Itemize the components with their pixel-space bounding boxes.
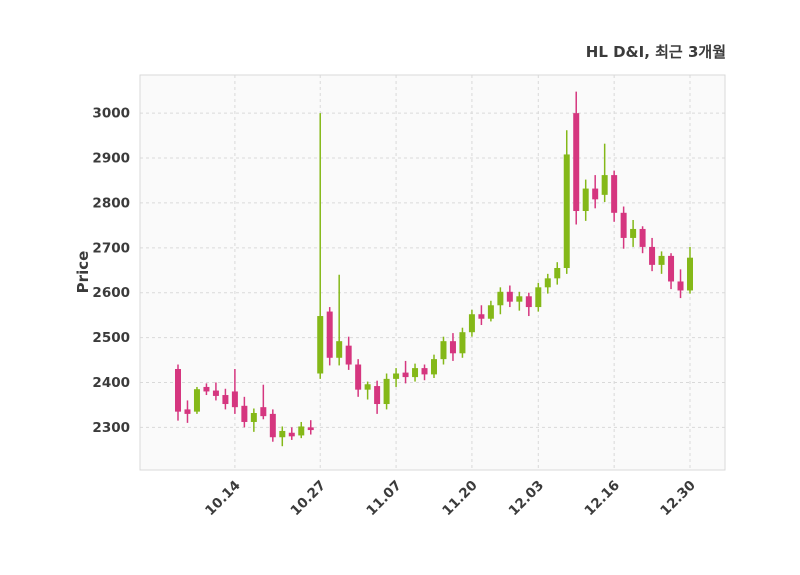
candle-body-down [402,372,409,378]
y-tick-label: 2700 [92,240,130,256]
candle-body-down [222,395,229,405]
candle-body-down [260,407,267,417]
y-tick-label: 2800 [92,195,130,211]
candle-body-up [298,426,305,436]
y-tick-label: 3000 [92,106,130,122]
candle-body-up [431,359,437,375]
candle-body-down [175,369,181,412]
candle-body-down [212,390,219,396]
y-axis-label: Price [74,251,92,294]
candle-body-up [440,341,447,360]
candle-body-down [203,386,210,392]
candle-body-down [649,246,656,265]
y-tick-label: 2500 [92,330,130,346]
candle-body-down [506,291,513,302]
candle-body-up [630,228,637,238]
candle-body-up [468,314,475,333]
candle-body-up [336,341,343,358]
candle-body-down [345,345,352,365]
candle-body-down [231,391,238,408]
plot-background [139,74,726,471]
candle-body-down [421,368,428,375]
candle-body-up [193,389,200,412]
y-tick-label: 2300 [92,420,130,436]
candle-body-up [393,373,400,379]
chart-title: HL D&I, 최근 3개월 [586,43,726,61]
candle-body-down [677,281,684,291]
candle-body-down [611,175,618,213]
candle-body-down [184,409,191,414]
candle-body-down [592,188,599,200]
candle-body-up [364,384,371,390]
y-tick-label: 2600 [92,285,130,301]
candle-body-down [620,212,627,238]
candle-body-up [554,268,561,279]
candle-body-up [658,255,665,265]
candle-body-up [487,305,494,319]
candle-body-down [449,341,456,354]
candle-body-down [269,413,276,438]
candle-body-up [544,278,551,288]
candle-body-up [516,296,523,302]
candle-body-down [307,427,314,431]
y-tick-label: 2400 [92,375,130,391]
candle-body-down [573,113,580,212]
candle-body-up [497,291,504,306]
candle-body-down [326,311,333,358]
candle-body-up [563,154,570,269]
y-tick-label: 2900 [92,151,130,167]
candle-body-down [288,432,295,437]
candle-body-down [525,296,532,308]
candle-body-down [478,314,485,319]
candle-body-down [374,386,381,405]
candle-body-up [687,257,693,291]
candle-body-down [668,255,675,282]
candle-body-up [317,316,324,374]
candle-body-up [412,368,419,378]
candle-body-up [535,287,542,308]
candle-body-up [459,332,466,354]
candle-body-up [601,175,608,195]
candle-body-up [383,378,390,405]
candle-body-down [241,405,248,422]
candle-body-up [582,188,589,212]
candle-body-up [250,412,257,422]
candle-body-up [279,430,286,438]
candle-body-down [639,228,646,247]
candle-body-down [355,364,362,390]
